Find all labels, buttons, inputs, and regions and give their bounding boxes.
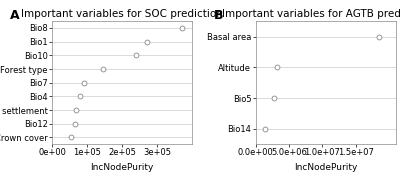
Point [179, 27, 185, 29]
Point [100, 68, 106, 70]
Title: Important variables for SOC prediction: Important variables for SOC prediction [21, 9, 223, 19]
Text: B: B [214, 9, 223, 22]
Point [73, 109, 79, 112]
Point [80, 81, 87, 84]
Text: A: A [10, 9, 20, 22]
X-axis label: IncNodePurity: IncNodePurity [90, 163, 154, 172]
X-axis label: IncNodePurity: IncNodePurity [294, 163, 358, 172]
Point [274, 66, 280, 69]
Point [133, 54, 140, 57]
Point [262, 127, 268, 130]
Point [72, 122, 78, 125]
Point [77, 95, 83, 98]
Point [68, 136, 74, 139]
Title: Important variables for AGTB prediction: Important variables for AGTB prediction [222, 9, 400, 19]
Point [144, 40, 150, 43]
Point [271, 97, 278, 100]
Point [376, 35, 382, 38]
